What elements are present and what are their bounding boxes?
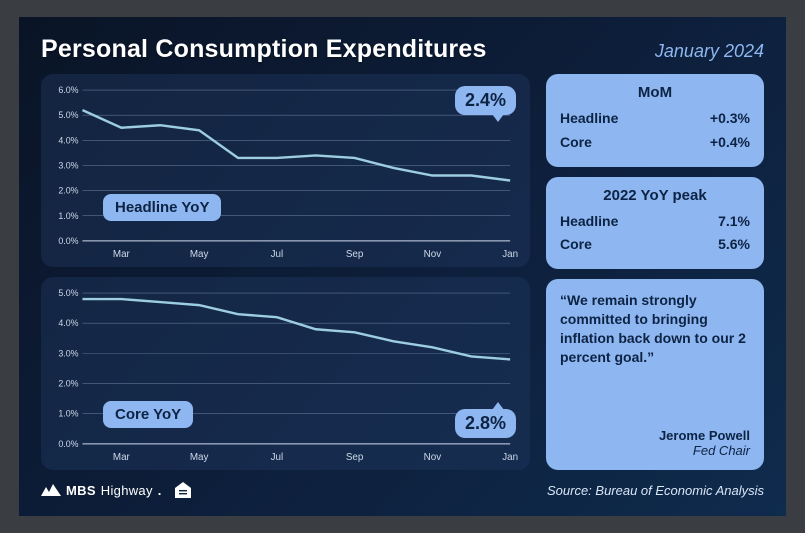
svg-text:May: May <box>190 249 209 260</box>
quote-text: “We remain strongly committed to bringin… <box>560 291 750 367</box>
svg-text:Nov: Nov <box>424 249 442 260</box>
svg-text:Jul: Jul <box>271 249 284 260</box>
header: Personal Consumption Expenditures Januar… <box>41 35 764 64</box>
label: Headline <box>560 107 618 131</box>
page-title: Personal Consumption Expenditures <box>41 35 487 64</box>
svg-text:6.0%: 6.0% <box>58 85 78 95</box>
svg-text:0.0%: 0.0% <box>58 236 78 246</box>
value: 5.6% <box>718 233 750 257</box>
svg-text:5.0%: 5.0% <box>58 288 78 298</box>
value: +0.4% <box>710 131 750 155</box>
svg-text:0.0%: 0.0% <box>58 439 78 449</box>
chart-core-svg: 0.0% 1.0% 2.0% 3.0% 4.0% 5.0% Mar May Jul Sep Nov J… <box>47 285 520 466</box>
svg-text:Mar: Mar <box>113 452 131 463</box>
label: Core <box>560 233 592 257</box>
source-text: Source: Bureau of Economic Analysis <box>547 483 764 498</box>
svg-text:Sep: Sep <box>346 249 364 260</box>
svg-text:5.0%: 5.0% <box>58 110 78 120</box>
footer-logos: MBS Highway. <box>41 481 192 499</box>
card-mom-row: Headline +0.3% <box>560 107 750 131</box>
quote-name: Jerome Powell <box>560 428 750 443</box>
card-peak: 2022 YoY peak Headline 7.1% Core 5.6% <box>546 177 764 270</box>
headline-series-label: Headline YoY <box>103 194 221 221</box>
svg-text:Mar: Mar <box>113 249 131 260</box>
chart-core: 0.0% 1.0% 2.0% 3.0% 4.0% 5.0% Mar May Jul Sep Nov J… <box>41 277 530 470</box>
svg-text:Nov: Nov <box>424 452 442 463</box>
svg-text:1.0%: 1.0% <box>58 211 78 221</box>
value: 7.1% <box>718 210 750 234</box>
value: +0.3% <box>710 107 750 131</box>
mbs-highway-logo: MBS Highway. <box>41 483 162 498</box>
svg-text:2.0%: 2.0% <box>58 186 78 196</box>
card-peak-row: Headline 7.1% <box>560 210 750 234</box>
svg-text:4.0%: 4.0% <box>58 318 78 328</box>
content-row: 0.0% 1.0% 2.0% 3.0% 4.0% 5.0% 6.0% Mar May Jul Sep… <box>41 74 764 470</box>
brand-highway: Highway <box>101 483 153 498</box>
report-date: January 2024 <box>655 41 764 62</box>
footer: MBS Highway. Source: Bureau of Economic A… <box>41 478 764 502</box>
card-peak-row: Core 5.6% <box>560 233 750 257</box>
label: Core <box>560 131 592 155</box>
core-value-badge: 2.8% <box>455 409 516 438</box>
card-peak-title: 2022 YoY peak <box>560 187 750 204</box>
svg-text:Jan: Jan <box>502 452 518 463</box>
card-quote: “We remain strongly committed to bringin… <box>546 279 764 470</box>
svg-text:May: May <box>190 452 209 463</box>
card-mom-row: Core +0.4% <box>560 131 750 155</box>
svg-text:4.0%: 4.0% <box>58 135 78 145</box>
brand-mbs: MBS <box>66 483 96 498</box>
svg-text:3.0%: 3.0% <box>58 348 78 358</box>
info-column: MoM Headline +0.3% Core +0.4% 2022 YoY p… <box>546 74 764 470</box>
mountain-icon <box>41 484 61 496</box>
svg-text:2.0%: 2.0% <box>58 378 78 388</box>
core-series-label: Core YoY <box>103 401 193 428</box>
charts-column: 0.0% 1.0% 2.0% 3.0% 4.0% 5.0% 6.0% Mar May Jul Sep… <box>41 74 530 470</box>
svg-text:Jul: Jul <box>271 452 284 463</box>
card-mom-title: MoM <box>560 84 750 101</box>
chart-headline: 0.0% 1.0% 2.0% 3.0% 4.0% 5.0% 6.0% Mar May Jul Sep… <box>41 74 530 267</box>
quote-attribution: Jerome Powell Fed Chair <box>560 428 750 458</box>
label: Headline <box>560 210 618 234</box>
chart-headline-svg: 0.0% 1.0% 2.0% 3.0% 4.0% 5.0% 6.0% Mar May Jul Sep… <box>47 82 520 263</box>
svg-text:Jan: Jan <box>502 249 518 260</box>
svg-text:Sep: Sep <box>346 452 364 463</box>
svg-text:1.0%: 1.0% <box>58 409 78 419</box>
equal-housing-icon <box>174 481 192 499</box>
brand-dot: . <box>158 483 162 498</box>
svg-text:3.0%: 3.0% <box>58 160 78 170</box>
quote-role: Fed Chair <box>560 443 750 458</box>
headline-value-badge: 2.4% <box>455 86 516 115</box>
infographic-frame: Personal Consumption Expenditures Januar… <box>19 17 786 516</box>
card-mom: MoM Headline +0.3% Core +0.4% <box>546 74 764 167</box>
